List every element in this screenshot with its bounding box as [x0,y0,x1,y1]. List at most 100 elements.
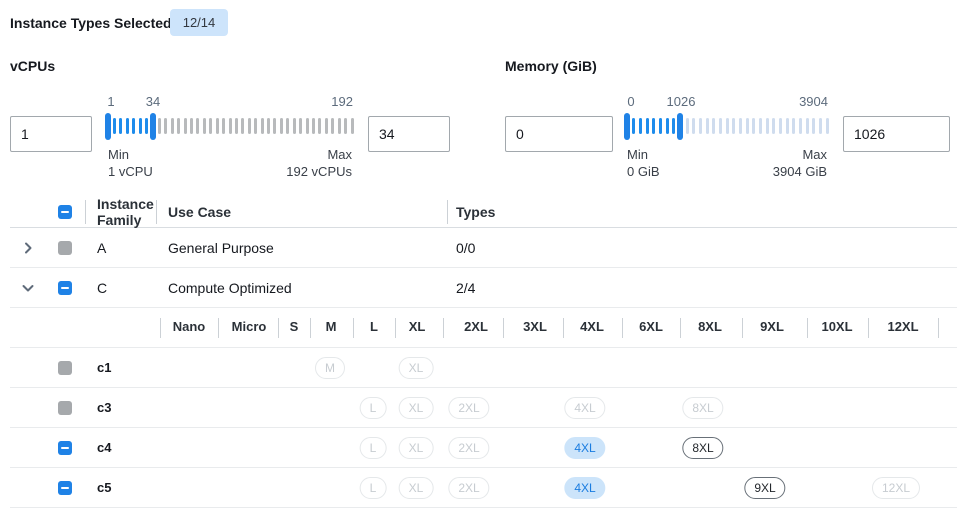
instance-checkbox-c1 [58,361,72,375]
size-badge-c4-4xl[interactable]: 4XL [564,437,606,459]
select-all-checkbox[interactable] [58,204,72,219]
family-row-a: A General Purpose 0/0 [10,228,957,268]
column-divider [563,318,564,338]
column-header-family: Instance Family [97,195,154,228]
selected-count-badge: 12/14 [170,9,228,36]
size-badge-c3-8xl: 8XL [682,397,724,419]
vcpus-max-sublabel: 192 vCPUs [286,164,352,179]
vcpus-tick [324,118,328,134]
vcpus-tick [273,118,277,134]
memory-tick [778,118,782,134]
memory-max-label: Max [802,147,827,162]
vcpus-min-label: Min [108,147,129,162]
memory-tick [745,118,749,134]
vcpus-min-input[interactable] [10,116,92,152]
column-divider [310,318,311,338]
memory-tick [765,118,769,134]
expand-toggle-a[interactable] [20,240,36,256]
size-badge-c4-2xl: 2XL [448,437,490,459]
vcpus-tick [241,118,245,134]
vcpus-tick [222,118,226,134]
vcpus-tick [350,118,354,134]
instance-row-c5: c5 L XL 2XL 4XL 9XL 12XL [10,468,957,508]
vcpus-tick [164,118,168,134]
instance-checkbox-c5[interactable] [58,481,72,495]
vcpus-tick [145,118,149,134]
memory-low-handle[interactable] [624,113,630,140]
size-badge-c5-2xl: 2XL [448,477,490,499]
minus-icon [61,487,69,489]
memory-min-sublabel: 0 GiB [627,164,660,179]
vcpus-scale-mid: 34 [145,94,161,109]
memory-tick [692,118,696,134]
family-checkbox-a [58,241,72,255]
vcpus-tick [292,118,296,134]
memory-tick [705,118,709,134]
column-divider [395,318,396,338]
memory-max-sublabel: 3904 GiB [772,164,827,179]
instance-name: c3 [97,400,112,415]
size-badge-c4-8xl[interactable]: 8XL [682,437,724,459]
column-divider [85,199,86,224]
vcpus-title: vCPUs [10,58,56,74]
instance-checkbox-c4[interactable] [58,441,72,455]
memory-tick [685,118,689,134]
size-column-6xl: 6XL [639,319,663,334]
column-divider [156,199,157,224]
memory-max-input[interactable] [843,116,950,152]
memory-tick [645,118,649,134]
vcpus-tick [215,118,219,134]
vcpus-tick [299,118,303,134]
vcpus-tick [196,118,200,134]
size-badge-c5-l: L [359,477,387,499]
chevron-right-icon [25,242,32,254]
size-badge-c3-l: L [359,397,387,419]
size-badge-c5-9xl[interactable]: 9XL [744,477,786,499]
column-divider [278,318,279,338]
memory-min-input[interactable] [505,116,613,152]
vcpus-high-handle[interactable] [149,113,156,140]
size-badge-c4-l: L [359,437,387,459]
size-column-3xl: 3XL [523,319,547,334]
vcpus-max-label: Max [327,147,352,162]
size-badge-c1-m: M [315,357,345,379]
memory-tick [665,118,669,134]
vcpus-max-input[interactable] [368,116,450,152]
vcpus-tick [119,118,123,134]
memory-tick [798,118,802,134]
family-checkbox-c[interactable] [58,281,72,295]
vcpus-tick [337,118,341,134]
size-badge-c3-2xl: 2XL [448,397,490,419]
minus-icon [61,210,69,213]
size-badge-c5-4xl[interactable]: 4XL [564,477,606,499]
expand-toggle-c[interactable] [20,280,36,296]
memory-tick [652,118,656,134]
memory-tick [812,118,816,134]
vcpus-tick [112,118,116,134]
vcpus-tick [344,118,348,134]
memory-range-slider [624,113,829,140]
family-types-count: 0/0 [456,240,476,256]
vcpus-tick [234,118,238,134]
memory-tick [738,118,742,134]
size-column-8xl: 8XL [698,319,722,334]
instance-row-c4: c4 L XL 2XL 4XL 8XL [10,428,957,468]
vcpus-low-handle[interactable] [105,113,111,140]
minus-icon [61,287,69,289]
vcpus-scale-max: 192 [331,94,353,109]
column-divider [680,318,681,338]
vcpus-tick [138,118,142,134]
memory-tick [725,118,729,134]
instance-row-c3: c3 L XL 2XL 4XL 8XL [10,388,957,428]
vcpus-tick [125,118,129,134]
vcpus-tick [286,118,290,134]
memory-tick [718,118,722,134]
memory-tick [638,118,642,134]
memory-tick [752,118,756,134]
size-columns-header-row: Nano Micro S M L XL 2XL 3XL 4XL 6XL 8XL 9XL 10XL 12XL [10,308,957,348]
memory-tick [818,118,822,134]
memory-high-handle[interactable] [677,113,684,140]
size-badge-c5-xl: XL [398,477,434,499]
family-name: C [97,280,108,296]
